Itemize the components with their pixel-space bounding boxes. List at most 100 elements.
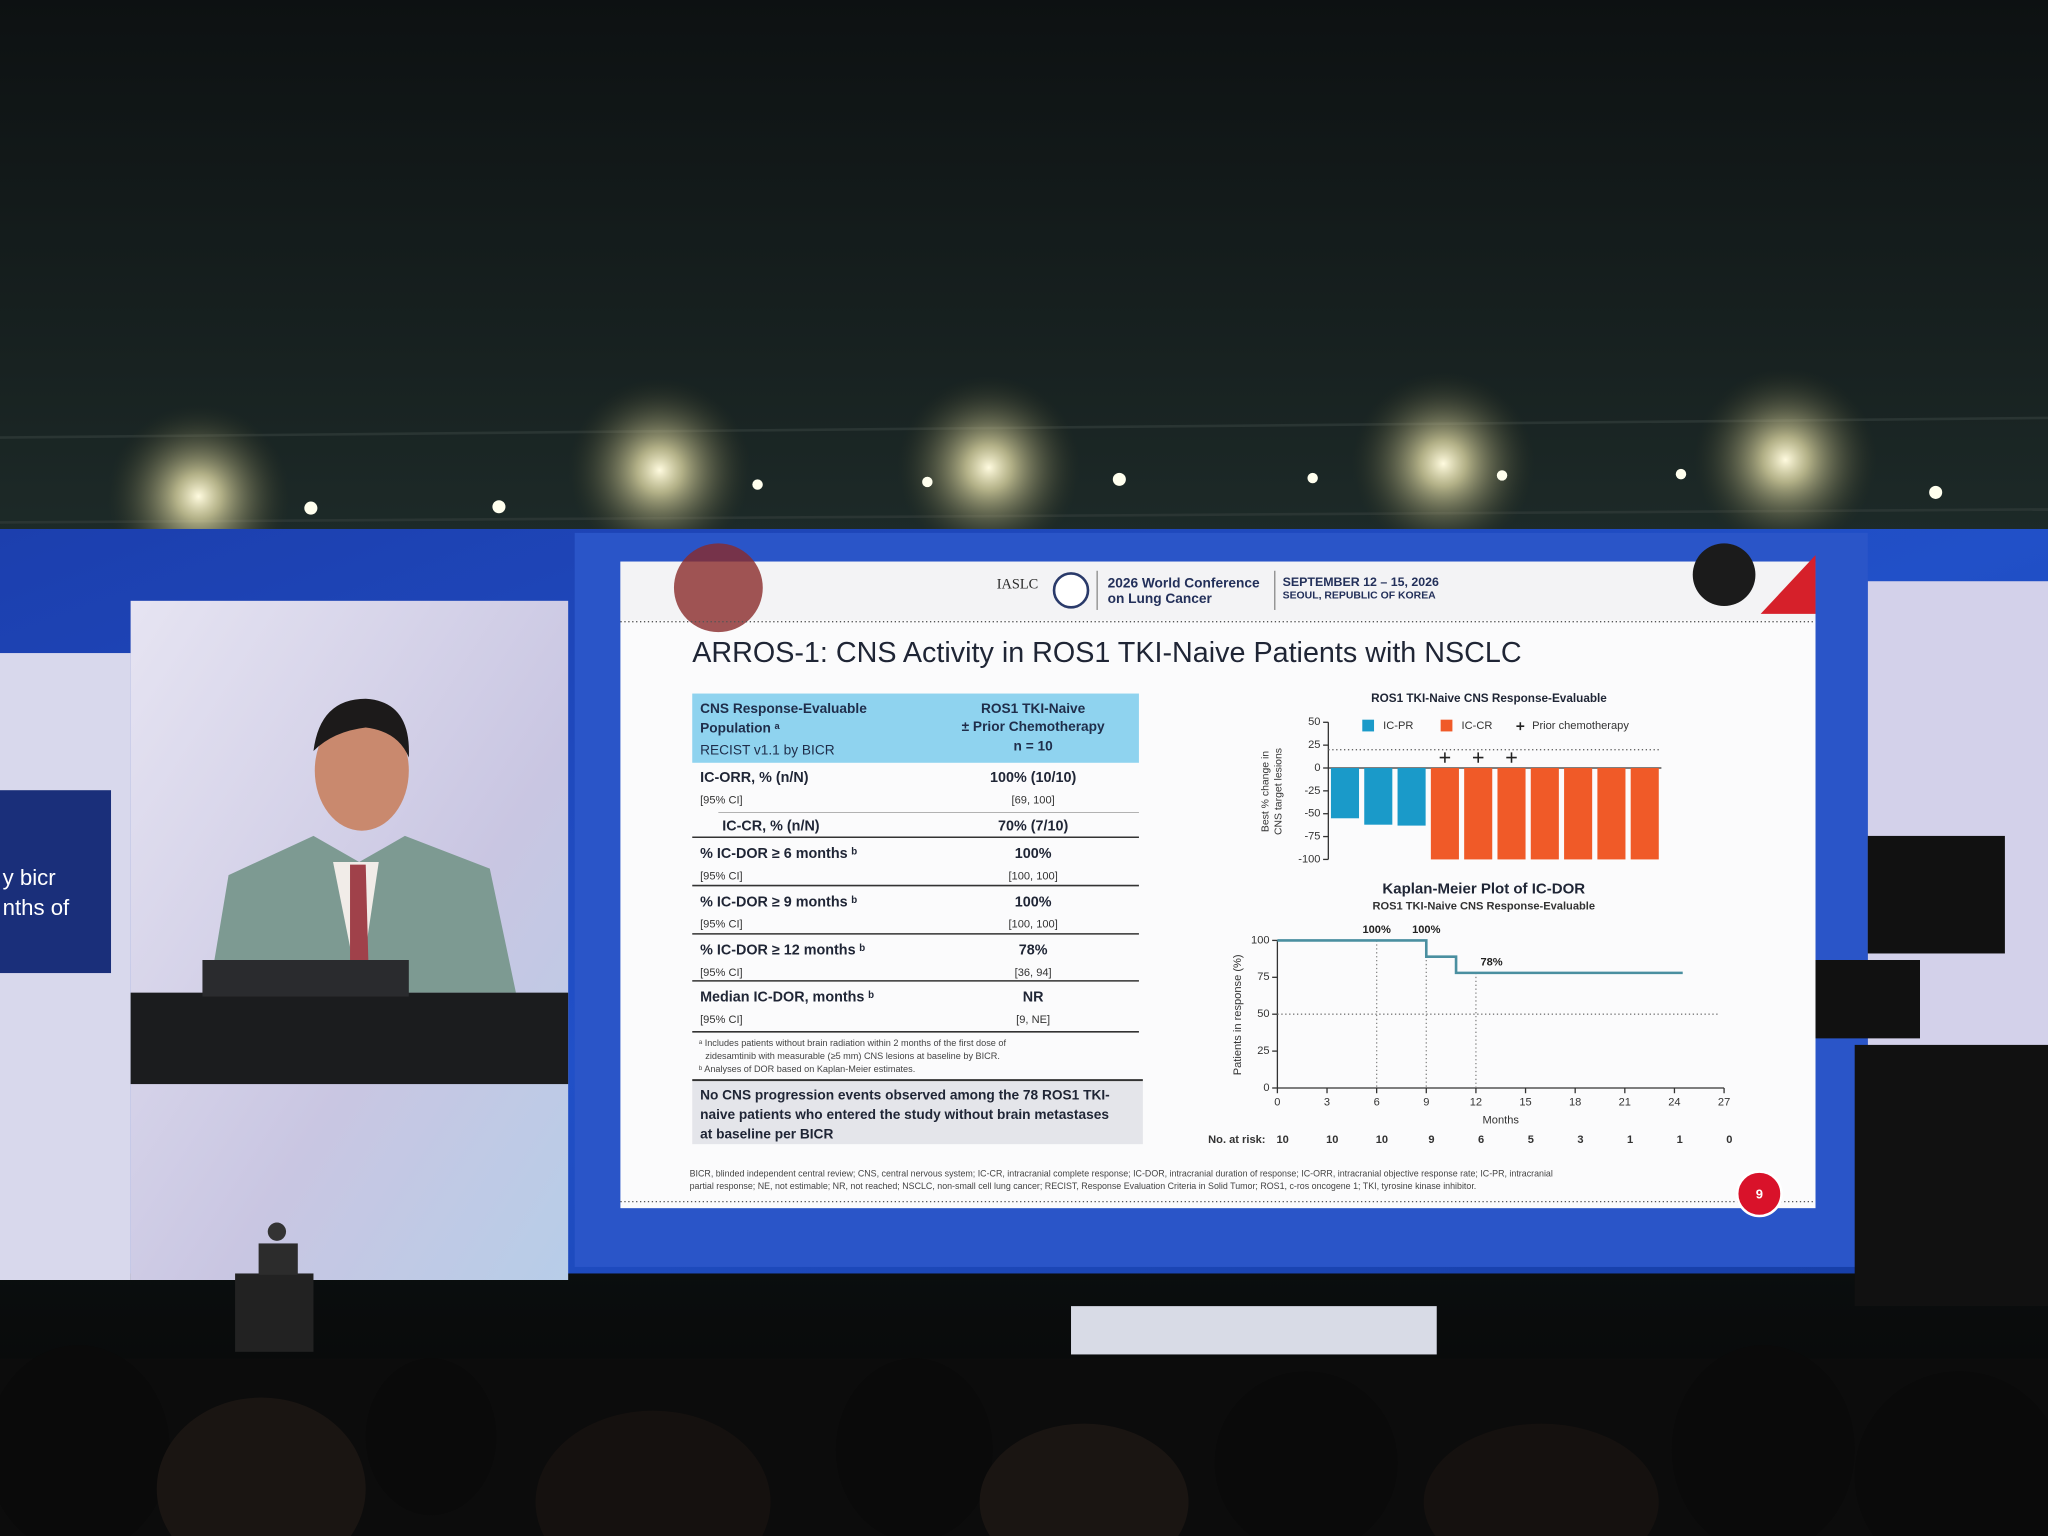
row-label: Median IC-DOR, months ᵇ <box>700 990 874 1006</box>
conference: on Lung Cancer <box>1108 591 1213 606</box>
conference: 2026 World Conference <box>1108 575 1260 590</box>
x-axis-label: Months <box>1483 1115 1520 1127</box>
callout-text: naive patients who entered the study wit… <box>700 1107 1109 1122</box>
slide-header <box>620 561 1816 621</box>
footnote: ᵃ Includes patients without brain radiat… <box>699 1038 1007 1048</box>
at-risk: 3 <box>1577 1134 1583 1146</box>
table-header-text: ± Prior Chemotherapy <box>962 719 1105 734</box>
row-ci: [36, 94] <box>1015 967 1052 979</box>
y-tick-label: -75 <box>1304 831 1320 843</box>
page-badge <box>1735 1170 1783 1218</box>
at-risk: 10 <box>1376 1134 1388 1146</box>
y-tick-label: -100 <box>1298 853 1320 865</box>
y-tick-label: 50 <box>1257 1008 1269 1020</box>
row-label: IC-CR, % (n/N) <box>722 819 820 835</box>
y-tick-label: -25 <box>1304 785 1320 797</box>
bar <box>1530 768 1559 860</box>
callout-text: at baseline per BICR <box>700 1127 833 1142</box>
caption-box <box>0 790 112 974</box>
decor <box>673 543 763 633</box>
location: SEOUL, REPUBLIC OF KOREA <box>1283 590 1437 601</box>
y-tick-label: -50 <box>1304 808 1320 820</box>
annotation: 100% <box>1362 924 1391 936</box>
x-tick-label: 9 <box>1423 1096 1429 1108</box>
plus-marker <box>1439 752 1451 763</box>
bar <box>1330 768 1360 819</box>
logo <box>1052 572 1090 609</box>
at-risk: 0 <box>1726 1134 1732 1146</box>
x-tick-label: 24 <box>1668 1096 1680 1108</box>
row-ci: [69, 100] <box>1012 795 1055 807</box>
plus-marker <box>1506 752 1517 763</box>
row-sublabel: [95% CI] <box>700 919 743 931</box>
row-value: 70% (7/10) <box>998 819 1068 835</box>
dates: SEPTEMBER 12 – 15, 2026 <box>1283 575 1439 589</box>
chart-title: Kaplan-Meier Plot of IC-DOR <box>1382 880 1585 897</box>
row-value: 100% <box>1015 894 1052 910</box>
y-tick-label: 100 <box>1251 934 1270 946</box>
y-tick-label: 50 <box>1308 716 1320 728</box>
at-risk: 1 <box>1677 1134 1683 1146</box>
table-header-text: RECIST v1.1 by BICR <box>700 743 835 758</box>
x-tick-label: 3 <box>1324 1096 1330 1108</box>
chart-subtitle: ROS1 TKI-Naive CNS Response-Evaluable <box>1372 900 1595 912</box>
row-sublabel: [95% CI] <box>700 967 743 979</box>
row-value: NR <box>1023 990 1044 1006</box>
y-axis-label: Best % change in <box>1260 751 1271 832</box>
x-tick-label: 18 <box>1569 1096 1581 1108</box>
society: IASLC <box>997 576 1039 592</box>
y-tick-label: 0 <box>1314 762 1320 774</box>
row-sublabel: [95% CI] <box>700 1014 743 1026</box>
audience <box>0 1345 2048 1536</box>
table-header-text: ROS1 TKI-Naive <box>981 701 1086 716</box>
row-sublabel: [95% CI] <box>700 870 743 882</box>
legend-label: IC-PR <box>1383 720 1413 732</box>
legend-label: Prior chemotherapy <box>1532 720 1629 732</box>
table-header <box>692 693 1139 763</box>
decor <box>1760 555 1816 614</box>
row-label: % IC-DOR ≥ 12 months ᵇ <box>700 943 865 959</box>
decor <box>1692 543 1756 607</box>
row-value: 100% (10/10) <box>990 770 1076 786</box>
x-tick-label: 12 <box>1470 1096 1482 1108</box>
row-value: 100% <box>1015 846 1052 862</box>
at-risk-label: No. at risk: <box>1208 1134 1265 1146</box>
legend-swatch <box>1362 719 1375 732</box>
row-label: IC-ORR, % (n/N) <box>700 770 809 786</box>
podium <box>235 1222 314 1352</box>
plus-marker <box>1516 722 1525 731</box>
legend-label: IC-CR <box>1462 720 1493 732</box>
footnote: zidesamtinib with measurable (≥5 mm) CNS… <box>705 1051 1000 1061</box>
page-number: 9 <box>1756 1187 1763 1202</box>
table-header-text: CNS Response-Evaluable <box>700 701 867 716</box>
abbreviations: BICR, blinded independent central review… <box>690 1169 1553 1179</box>
slide-title: ARROS-1: CNS Activity in ROS1 TKI-Naive … <box>692 637 1521 669</box>
table-header-text: n = 10 <box>1014 739 1054 754</box>
bar <box>1497 768 1526 860</box>
bar <box>1364 768 1393 825</box>
at-risk: 6 <box>1478 1134 1484 1146</box>
x-tick-label: 27 <box>1718 1096 1730 1108</box>
y-tick-label: 25 <box>1257 1045 1269 1057</box>
bar <box>1397 768 1426 826</box>
at-risk: 10 <box>1276 1134 1288 1146</box>
y-tick-label: 0 <box>1263 1082 1269 1094</box>
abbreviations: partial response; NE, not estimable; NR,… <box>690 1181 1477 1191</box>
x-tick-label: 15 <box>1519 1096 1531 1108</box>
annotation: 100% <box>1412 924 1441 936</box>
y-tick-label: 75 <box>1257 971 1269 983</box>
at-risk: 5 <box>1528 1134 1534 1146</box>
bar <box>1597 768 1626 860</box>
row-label: % IC-DOR ≥ 9 months ᵇ <box>700 894 857 910</box>
x-tick-label: 0 <box>1274 1096 1280 1108</box>
stage-lights <box>11 368 1943 618</box>
row-ci: [100, 100] <box>1008 919 1057 931</box>
row-ci: [9, NE] <box>1016 1014 1050 1026</box>
row-ci: [100, 100] <box>1008 870 1057 882</box>
legend-swatch <box>1440 719 1453 732</box>
speaker <box>130 698 569 1085</box>
bar <box>1564 768 1593 860</box>
x-tick-label: 21 <box>1619 1096 1631 1108</box>
at-risk: 10 <box>1326 1134 1338 1146</box>
